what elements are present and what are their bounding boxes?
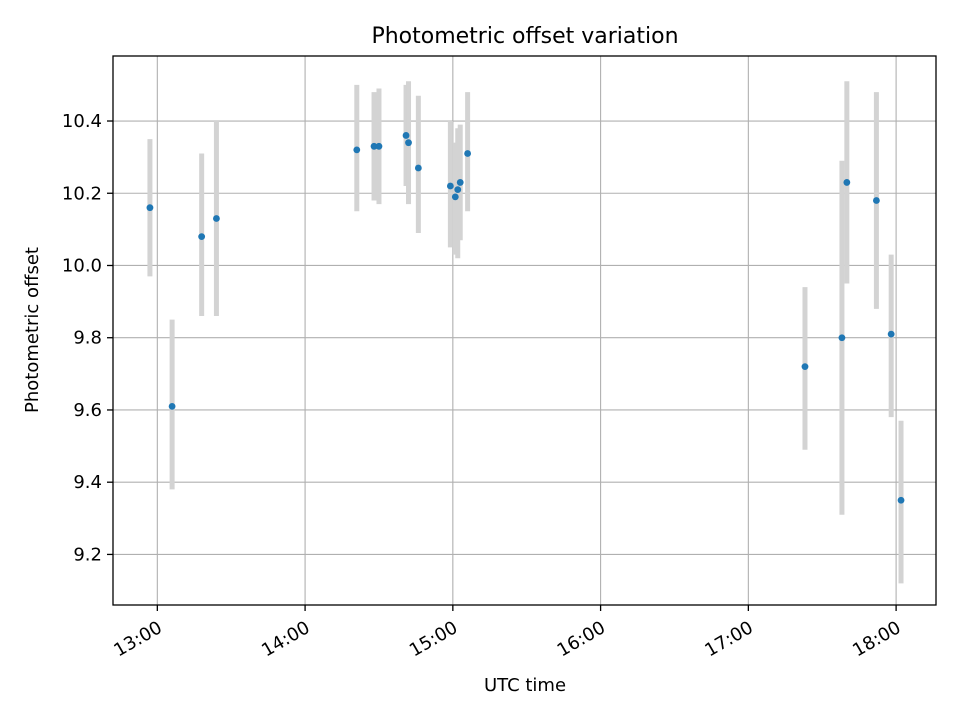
data-point bbox=[454, 186, 462, 194]
data-point bbox=[446, 182, 454, 190]
y-tick-label: 9.2 bbox=[73, 544, 102, 565]
data-point bbox=[897, 496, 905, 504]
data-point bbox=[451, 193, 459, 201]
data-point bbox=[375, 142, 383, 150]
data-point bbox=[838, 334, 846, 342]
x-tick-label: 15:00 bbox=[406, 617, 461, 661]
y-tick-label: 9.8 bbox=[73, 328, 102, 349]
x-tick-label: 17:00 bbox=[701, 617, 756, 661]
data-point bbox=[370, 142, 378, 150]
data-point bbox=[464, 150, 472, 157]
y-axis-label: Photometric offset bbox=[22, 247, 43, 413]
y-tick-label: 9.6 bbox=[73, 400, 102, 421]
data-point bbox=[353, 146, 361, 154]
data-point bbox=[146, 204, 154, 212]
y-tick-label: 10.0 bbox=[62, 255, 102, 276]
x-axis-label: UTC time bbox=[484, 675, 566, 696]
data-point bbox=[414, 164, 422, 172]
data-point bbox=[887, 330, 895, 338]
data-point bbox=[402, 132, 410, 139]
x-tick-label: 16:00 bbox=[554, 617, 609, 661]
y-tick-label: 9.4 bbox=[73, 472, 102, 493]
x-tick-label: 18:00 bbox=[849, 617, 904, 661]
x-axis-ticks: 13:00 14:00 15:00 16:00 17:00 18:00 bbox=[110, 605, 905, 661]
error-bars bbox=[147, 81, 904, 584]
data-point bbox=[456, 179, 464, 186]
data-point bbox=[198, 233, 206, 240]
data-point bbox=[843, 179, 851, 186]
y-tick-label: 10.2 bbox=[62, 183, 102, 204]
grid-lines bbox=[113, 56, 936, 605]
chart-title: Photometric offset variation bbox=[371, 24, 678, 49]
plot-frame bbox=[112, 55, 937, 606]
data-point bbox=[873, 197, 880, 204]
data-point bbox=[801, 363, 809, 371]
x-tick-label: 13:00 bbox=[110, 617, 165, 661]
y-axis-ticks: 9.2 9.4 9.6 9.8 10.0 10.2 10.4 bbox=[62, 111, 113, 565]
data-points bbox=[146, 132, 905, 504]
data-point bbox=[168, 402, 176, 410]
data-point bbox=[213, 215, 220, 222]
y-tick-label: 10.4 bbox=[62, 111, 102, 132]
x-tick-label: 14:00 bbox=[258, 617, 313, 661]
data-point bbox=[405, 139, 412, 147]
